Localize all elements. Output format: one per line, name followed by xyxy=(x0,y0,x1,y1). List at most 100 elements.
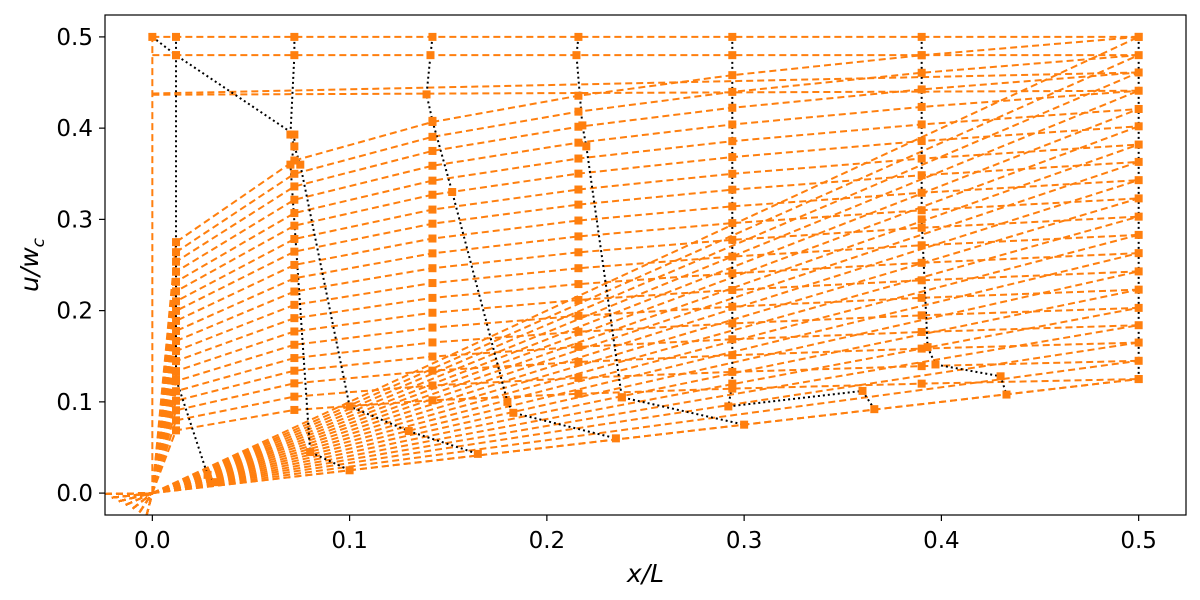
front-point-marker xyxy=(740,420,749,429)
ray-point-marker xyxy=(574,169,583,178)
ray-point-marker xyxy=(428,161,437,170)
point-markers xyxy=(148,32,1143,487)
ray-point-marker xyxy=(290,260,299,269)
front-point-marker xyxy=(728,51,737,60)
ray-point-marker xyxy=(172,357,181,366)
front-point-marker xyxy=(728,379,737,388)
ray-point-marker xyxy=(290,354,299,363)
ray-point-marker xyxy=(428,338,437,347)
ray-point-marker xyxy=(290,234,299,243)
ray-point-marker xyxy=(290,405,299,414)
curved-ray xyxy=(151,288,1139,494)
ray-point-marker xyxy=(290,221,299,230)
ray-point-marker xyxy=(574,154,583,163)
ray-point-marker xyxy=(1134,356,1143,365)
front-point-marker xyxy=(290,142,299,151)
ray-point-marker xyxy=(1134,68,1143,77)
ray-point-marker xyxy=(917,171,926,180)
front-point-marker xyxy=(286,130,295,139)
ray-point-marker xyxy=(290,195,299,204)
ray-point-marker xyxy=(917,327,926,336)
y-tick-label: 0.4 xyxy=(56,116,93,142)
front-point-marker xyxy=(290,32,299,41)
fan-ray xyxy=(152,179,1139,495)
ray-point-marker xyxy=(428,352,437,361)
ray-point-marker xyxy=(172,248,181,257)
ray-point-marker xyxy=(728,235,737,244)
ray-point-marker xyxy=(172,257,181,266)
curved-ray xyxy=(151,54,1139,494)
y-axis-label: u/wc xyxy=(15,237,49,292)
front-point-marker xyxy=(473,449,482,458)
front-point-marker xyxy=(574,32,583,41)
front-point-marker xyxy=(345,402,354,411)
curved-ray xyxy=(151,270,1139,494)
front-point-marker xyxy=(404,427,413,436)
front-point-marker xyxy=(870,405,879,414)
ray-point-marker xyxy=(428,323,437,332)
ray-point-marker xyxy=(172,238,181,247)
front-point-marker xyxy=(578,121,587,130)
ray-point-marker xyxy=(172,287,181,296)
x-tick-label: 0.0 xyxy=(134,528,171,554)
front-point-marker xyxy=(172,32,181,41)
ray-point-marker xyxy=(1134,212,1143,221)
y-tick-label: 0.3 xyxy=(56,207,93,233)
ray-point-marker xyxy=(728,219,737,228)
front-point-marker xyxy=(448,188,457,197)
ray-point-marker xyxy=(917,68,926,77)
ray-point-marker xyxy=(172,347,181,356)
x-tick-label: 0.5 xyxy=(1120,528,1157,554)
ray-point-marker xyxy=(574,107,583,116)
y-axis-label-main: u/w xyxy=(15,247,44,292)
curved-ray xyxy=(151,125,1139,494)
fan-ray xyxy=(152,306,1139,495)
front-point-marker xyxy=(426,51,435,60)
front-point-marker xyxy=(582,142,591,151)
curved-ray xyxy=(151,143,1139,494)
ray-point-marker xyxy=(917,223,926,232)
ray-point-marker xyxy=(290,314,299,323)
curved-ray xyxy=(151,215,1139,494)
ray-point-marker xyxy=(728,384,737,393)
ray-point-marker xyxy=(574,311,583,320)
ray-point-marker xyxy=(1134,321,1143,330)
ray-point-marker xyxy=(172,326,181,335)
ray-point-marker xyxy=(728,335,737,344)
ray-point-marker xyxy=(1134,303,1143,312)
ray-point-marker xyxy=(1134,104,1143,113)
bottom-ray xyxy=(152,378,1139,495)
fan-ray xyxy=(152,160,1139,495)
front-point-marker xyxy=(617,393,626,402)
ray-point-marker xyxy=(172,306,181,315)
ray-point-marker xyxy=(574,91,583,100)
ray-point-marker xyxy=(917,120,926,129)
front-point-marker xyxy=(203,470,212,479)
ray-point-marker xyxy=(290,156,299,165)
ray-point-marker xyxy=(1134,230,1143,239)
ray-point-marker xyxy=(290,366,299,375)
ray-point-marker xyxy=(428,264,437,273)
ray-point-marker xyxy=(728,252,737,261)
front-point-marker xyxy=(422,90,431,99)
ray-point-marker xyxy=(172,426,181,435)
ray-point-marker xyxy=(917,379,926,388)
ray-point-marker xyxy=(290,392,299,401)
front-point-marker xyxy=(611,434,620,443)
ray-point-marker xyxy=(1134,176,1143,185)
front-point-marker xyxy=(858,386,867,395)
ray-point-marker xyxy=(290,169,299,178)
ray-point-marker xyxy=(172,416,181,425)
y-tick-label: 0.2 xyxy=(56,299,93,325)
front-point-marker xyxy=(296,160,305,169)
ray-point-marker xyxy=(574,248,583,257)
front-point-marker xyxy=(1134,32,1143,41)
ray-point-marker xyxy=(290,247,299,256)
ray-point-marker xyxy=(574,327,583,336)
ray-point-marker xyxy=(1134,249,1143,258)
fan-ray xyxy=(152,341,1139,495)
ray-point-marker xyxy=(428,293,437,302)
ray-point-marker xyxy=(172,267,181,276)
ray-point-marker xyxy=(917,241,926,250)
